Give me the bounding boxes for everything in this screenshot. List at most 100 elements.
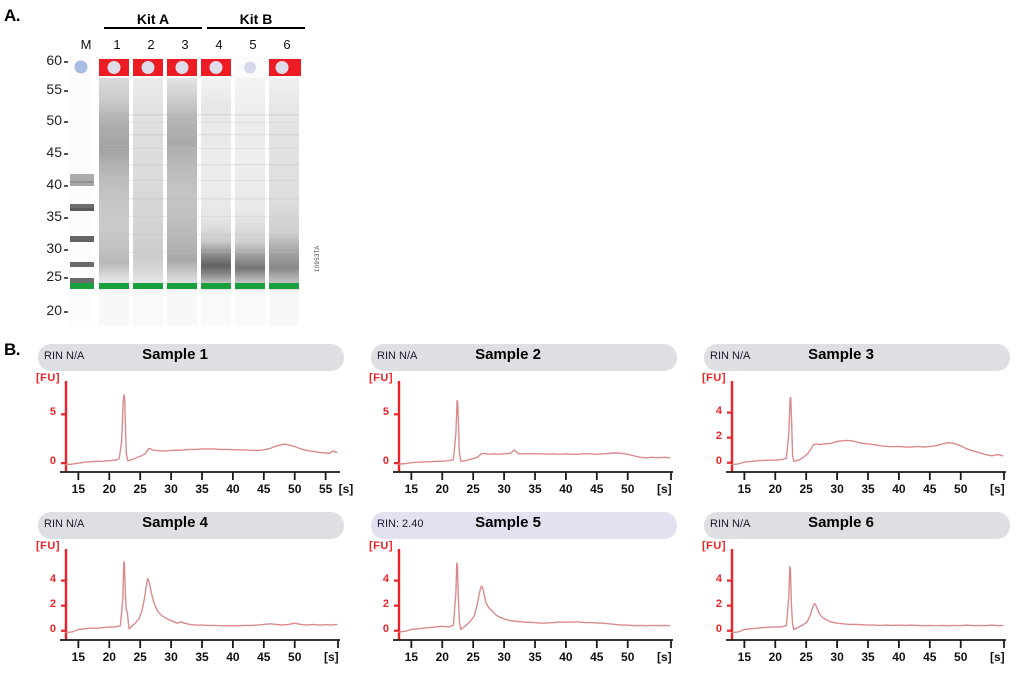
trace-line (65, 394, 338, 466)
y-tick-label: 2 (715, 429, 722, 442)
rin-label: RIN: 2.40 (377, 518, 424, 530)
y-axis-unit-label: [FU] (369, 372, 393, 384)
y-tick-label: 4 (715, 572, 722, 585)
x-tick-label: 30 (830, 482, 844, 496)
x-tick-label: 45 (257, 650, 271, 664)
x-tick-label: 40 (892, 650, 906, 664)
x-tick-label: 20 (102, 650, 116, 664)
y-tick-label: 0 (382, 455, 389, 468)
sample-title: Sample 5 (475, 514, 541, 531)
mw-label-60: 60 (46, 52, 62, 68)
electropherogram-header (371, 512, 677, 539)
trace-line (731, 566, 1004, 634)
x-tick-label: 35 (528, 650, 542, 664)
x-tick-label: 35 (861, 482, 875, 496)
panel-a-gel-image: A. Kit A Kit B M 1 2 3 4 5 6 60 55 50 45… (0, 0, 340, 336)
sample-title: Sample 1 (142, 346, 208, 363)
y-tick-label: 4 (715, 404, 722, 417)
rin-label: RIN N/A (44, 350, 85, 362)
x-tick-label: 50 (621, 650, 635, 664)
lane-label-m: M (80, 37, 92, 52)
electropherogram-header (371, 344, 677, 371)
lane-label-5: 5 (249, 37, 257, 52)
x-axis-unit-label: [s] (657, 650, 672, 664)
panel-b-letter: B. (4, 340, 21, 359)
y-tick-label: 0 (382, 622, 389, 635)
trace-line (65, 561, 338, 634)
lane-label-3: 3 (181, 37, 189, 52)
sample-title: Sample 2 (475, 346, 541, 363)
x-tick-label: 15 (71, 650, 86, 664)
x-tick-label: 25 (799, 482, 813, 496)
electropherogram-sample-1: RIN N/A Sample 1 0 5 [FU] 15 20 25 30 35 40 45 50 55 [… (22, 344, 353, 496)
gel-image-canvas (68, 56, 301, 326)
y-axis-unit-label: [FU] (36, 540, 60, 552)
gel-watermark: 10953TA (315, 245, 321, 272)
plot-canvas (393, 381, 673, 480)
x-tick-label: 40 (226, 650, 240, 664)
panel-b-electropherograms: B. RIN N/A Sample 1 0 5 [FU] 15 20 25 30 35 40 45 50… (0, 336, 1032, 676)
electropherogram-sample-4: RIN N/A Sample 4 0 2 4 [FU] 15 20 25 30 35 40 45 50 [s… (22, 512, 344, 664)
trace-line (731, 396, 1004, 466)
x-tick-label: 45 (923, 650, 937, 664)
electropherogram-sample-3: RIN N/A Sample 3 0 2 4 [FU] 15 20 25 30 35 40 45 50 [s… (688, 344, 1010, 496)
x-tick-label: 15 (737, 650, 752, 664)
gel-smear-lane-5 (235, 78, 265, 293)
plot-canvas (393, 549, 673, 648)
y-tick-label: 5 (49, 406, 56, 419)
y-tick-label: 0 (715, 622, 722, 635)
mw-label-20: 20 (46, 302, 62, 318)
lane-label-4: 4 (215, 37, 223, 52)
x-tick-label: 30 (164, 650, 178, 664)
x-tick-label: 20 (435, 650, 449, 664)
x-axis-unit-label: [s] (338, 482, 354, 496)
x-tick-label: 15 (404, 650, 419, 664)
x-tick-label: 35 (861, 650, 875, 664)
well-dot-lane-5 (244, 61, 256, 74)
x-tick-label: 25 (466, 650, 480, 664)
kit-group-b-label: Kit B (239, 11, 273, 27)
y-tick-label: 2 (715, 597, 722, 610)
x-tick-label: 50 (954, 482, 968, 496)
y-tick-label: 5 (382, 406, 389, 419)
x-axis-unit-label: [s] (657, 482, 672, 496)
gel-smear-lane-3 (167, 78, 197, 293)
x-tick-label: 30 (164, 482, 178, 496)
kit-group-a: Kit A (104, 12, 202, 29)
gel-ladder-bands-lane-m (70, 174, 94, 283)
x-tick-label: 50 (288, 482, 302, 496)
x-tick-label: 40 (892, 482, 906, 496)
gel-smear-lane-4 (201, 78, 231, 293)
x-tick-label: 30 (830, 650, 844, 664)
x-tick-label: 45 (923, 482, 937, 496)
trace-line (398, 399, 671, 465)
rin-label: RIN N/A (710, 350, 751, 362)
rin-label: RIN N/A (44, 518, 85, 530)
x-tick-label: 35 (195, 482, 209, 496)
x-axis-unit-label: [s] (990, 482, 1005, 496)
well-red-lane-1 (99, 59, 129, 76)
gel-smear-lane-1 (99, 78, 129, 293)
x-tick-label: 25 (133, 650, 147, 664)
x-tick-label: 15 (737, 482, 752, 496)
x-tick-label: 40 (559, 650, 573, 664)
well-red-lane-6 (269, 59, 301, 76)
y-axis-unit-label: [FU] (702, 372, 726, 384)
x-tick-label: 30 (497, 650, 511, 664)
electropherogram-sample-6: RIN N/A Sample 6 0 2 4 [FU] 15 20 25 30 35 40 45 50 [s… (688, 512, 1010, 664)
plot-canvas (726, 381, 1006, 480)
kit-group-b-rule (207, 27, 305, 29)
trace-line (398, 562, 671, 633)
x-axis-unit-label: [s] (324, 650, 339, 664)
gel-upper-marker-row (74, 59, 301, 76)
electropherogram-header (704, 344, 1010, 371)
well-red-lane-4 (201, 59, 231, 76)
x-tick-label: 15 (404, 482, 419, 496)
well-red-lane-2 (133, 59, 163, 76)
y-tick-label: 0 (49, 622, 56, 635)
x-tick-label: 45 (590, 650, 604, 664)
plot-canvas (726, 549, 1006, 648)
lane-label-6: 6 (283, 37, 291, 52)
electropherogram-header (38, 344, 344, 371)
mw-label-25: 25 (46, 268, 62, 284)
